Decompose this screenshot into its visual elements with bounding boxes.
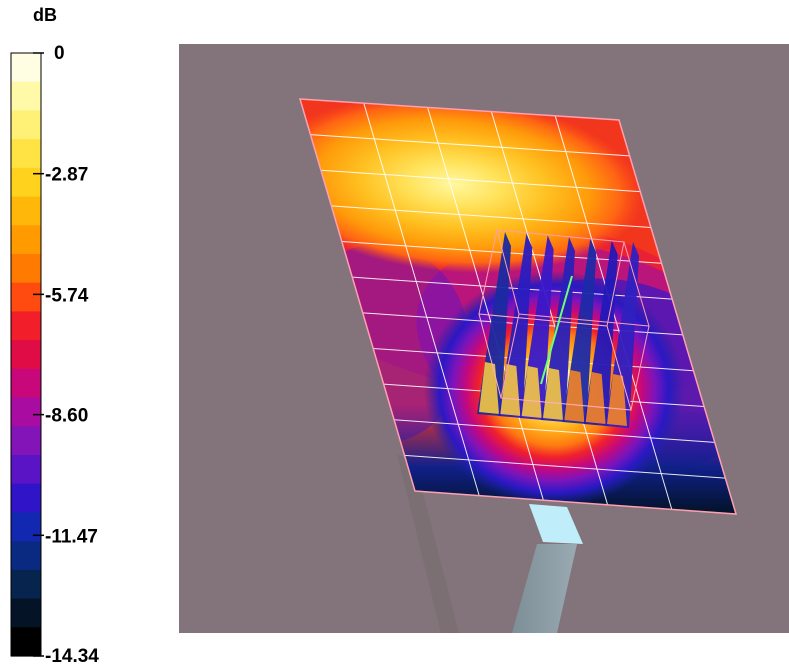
colorbar-bands bbox=[11, 53, 41, 657]
colorbar-svg: dB 0 -2.87 -5.74 -8.60 -11.47 -14.34 bbox=[10, 5, 99, 667]
colorbar-band bbox=[11, 598, 41, 628]
colorbar-band bbox=[11, 483, 41, 514]
colorbar-band bbox=[11, 167, 41, 198]
zoom-scan-slice-hot bbox=[585, 372, 606, 424]
colorbar-band bbox=[11, 512, 41, 542]
colorbar-band bbox=[11, 627, 41, 657]
colorbar-ticks: 0 -2.87 -5.74 -8.60 -11.47 -14.34 bbox=[33, 43, 99, 667]
colorbar-band bbox=[11, 311, 41, 341]
stand-shadow bbox=[397, 454, 459, 633]
colorbar-tick-label: -5.74 bbox=[45, 285, 89, 306]
colorbar-band bbox=[11, 397, 41, 427]
colorbar-unit-label: dB bbox=[33, 5, 57, 25]
zoom-scan-slice-hot bbox=[521, 366, 542, 418]
colorbar-band bbox=[11, 426, 41, 456]
colorbar-frame bbox=[10, 52, 42, 657]
colorbar-tick-label: -2.87 bbox=[45, 165, 88, 186]
colorbar-band bbox=[11, 196, 41, 226]
colorbar-band bbox=[11, 254, 41, 284]
colorbar-band bbox=[11, 225, 41, 255]
zoom-scan-slice-hot bbox=[543, 368, 563, 420]
colorbar-band bbox=[11, 455, 41, 485]
zoom-scan-slices bbox=[477, 232, 639, 428]
zoom-scan-slice-hot bbox=[607, 374, 627, 426]
colorbar-band bbox=[11, 340, 41, 370]
colorbar-tick-label: -8.60 bbox=[45, 406, 88, 427]
probe-axis-line bbox=[540, 275, 573, 385]
colorbar-tick-label: -11.47 bbox=[45, 526, 98, 547]
colorbar-band bbox=[11, 541, 41, 571]
stand-post bbox=[512, 544, 577, 633]
colorbar-band bbox=[11, 53, 41, 83]
colorbar-band bbox=[11, 110, 41, 140]
colorbar-band bbox=[11, 368, 41, 399]
colorbar-band bbox=[11, 569, 41, 600]
colorbar-band bbox=[11, 139, 41, 169]
zoom-scan-slice-hot bbox=[479, 362, 499, 414]
colorbar-tick-label: -14.34 bbox=[45, 646, 99, 666]
plate-border bbox=[298, 98, 738, 515]
colorbar-band bbox=[11, 282, 41, 313]
colorbar-tick-label: 0 bbox=[54, 43, 65, 64]
colorbar: dB 0 -2.87 -5.74 -8.60 -11.47 -14.34 bbox=[0, 0, 170, 667]
zoom-scan-volume bbox=[477, 229, 650, 428]
zoom-scan-slice-hot bbox=[564, 370, 585, 422]
colorbar-band bbox=[11, 81, 41, 112]
field-plot-3d bbox=[179, 44, 789, 633]
stand-top bbox=[529, 504, 583, 544]
field-plot-svg bbox=[179, 44, 789, 633]
